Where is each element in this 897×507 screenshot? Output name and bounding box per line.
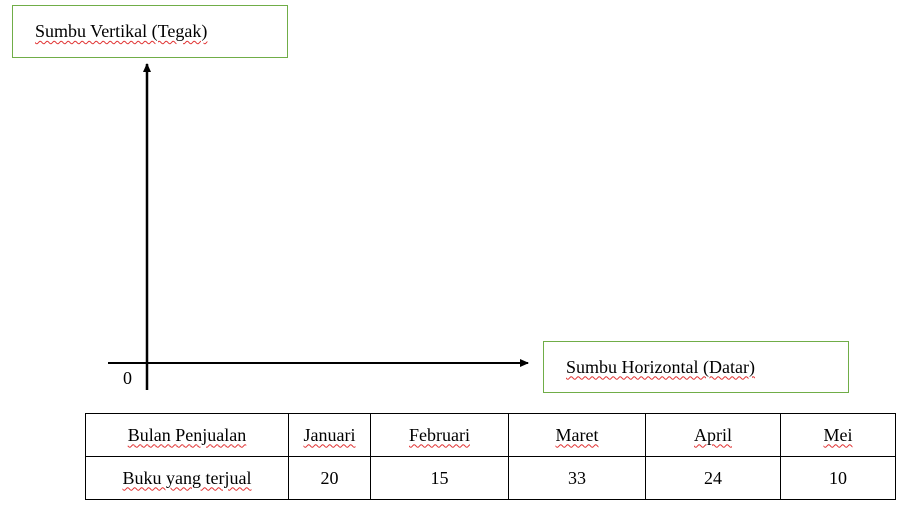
table-cell: Januari [288, 413, 371, 457]
table-cell: Buku yang terjual [85, 456, 289, 500]
table-cell: 15 [370, 456, 509, 500]
table-cell: April [645, 413, 781, 457]
table-row: Bulan Penjualan Januari Februari Maret April… [85, 413, 896, 457]
table-cell: 33 [508, 456, 646, 500]
origin-label: 0 [123, 368, 132, 388]
table-cell: 20 [288, 456, 371, 500]
table-cell: 10 [780, 456, 896, 500]
table-cell: 24 [645, 456, 781, 500]
cell-text: 20 [320, 467, 339, 488]
table-row: Buku yang terjual 20 15 33 24 10 [85, 456, 896, 500]
cell-text: Buku yang terjual [122, 467, 252, 488]
horizontal-label-box: Sumbu Horizontal (Datar) [543, 341, 849, 393]
cell-text: 15 [430, 467, 449, 488]
cell-text: 24 [704, 467, 722, 488]
cell-text: April [694, 424, 732, 445]
table-cell: Februari [370, 413, 509, 457]
cell-text: 33 [568, 467, 586, 488]
vertical-label: Sumbu Vertikal (Tegak) [35, 21, 208, 41]
cell-text: Januari [303, 424, 356, 445]
sales-table: Bulan Penjualan Januari Februari Maret April… [85, 413, 896, 500]
cell-text: 10 [829, 467, 847, 488]
vertical-label-box: Sumbu Vertikal (Tegak) [12, 5, 288, 58]
table-cell: Maret [508, 413, 646, 457]
cell-text: Februari [409, 424, 470, 445]
table-cell: Bulan Penjualan [85, 413, 289, 457]
horizontal-label: Sumbu Horizontal (Datar) [566, 356, 755, 377]
cell-text: Maret [555, 424, 599, 445]
cell-text: Bulan Penjualan [127, 424, 247, 445]
cell-text: Mei [823, 424, 853, 445]
table-cell: Mei [780, 413, 896, 457]
